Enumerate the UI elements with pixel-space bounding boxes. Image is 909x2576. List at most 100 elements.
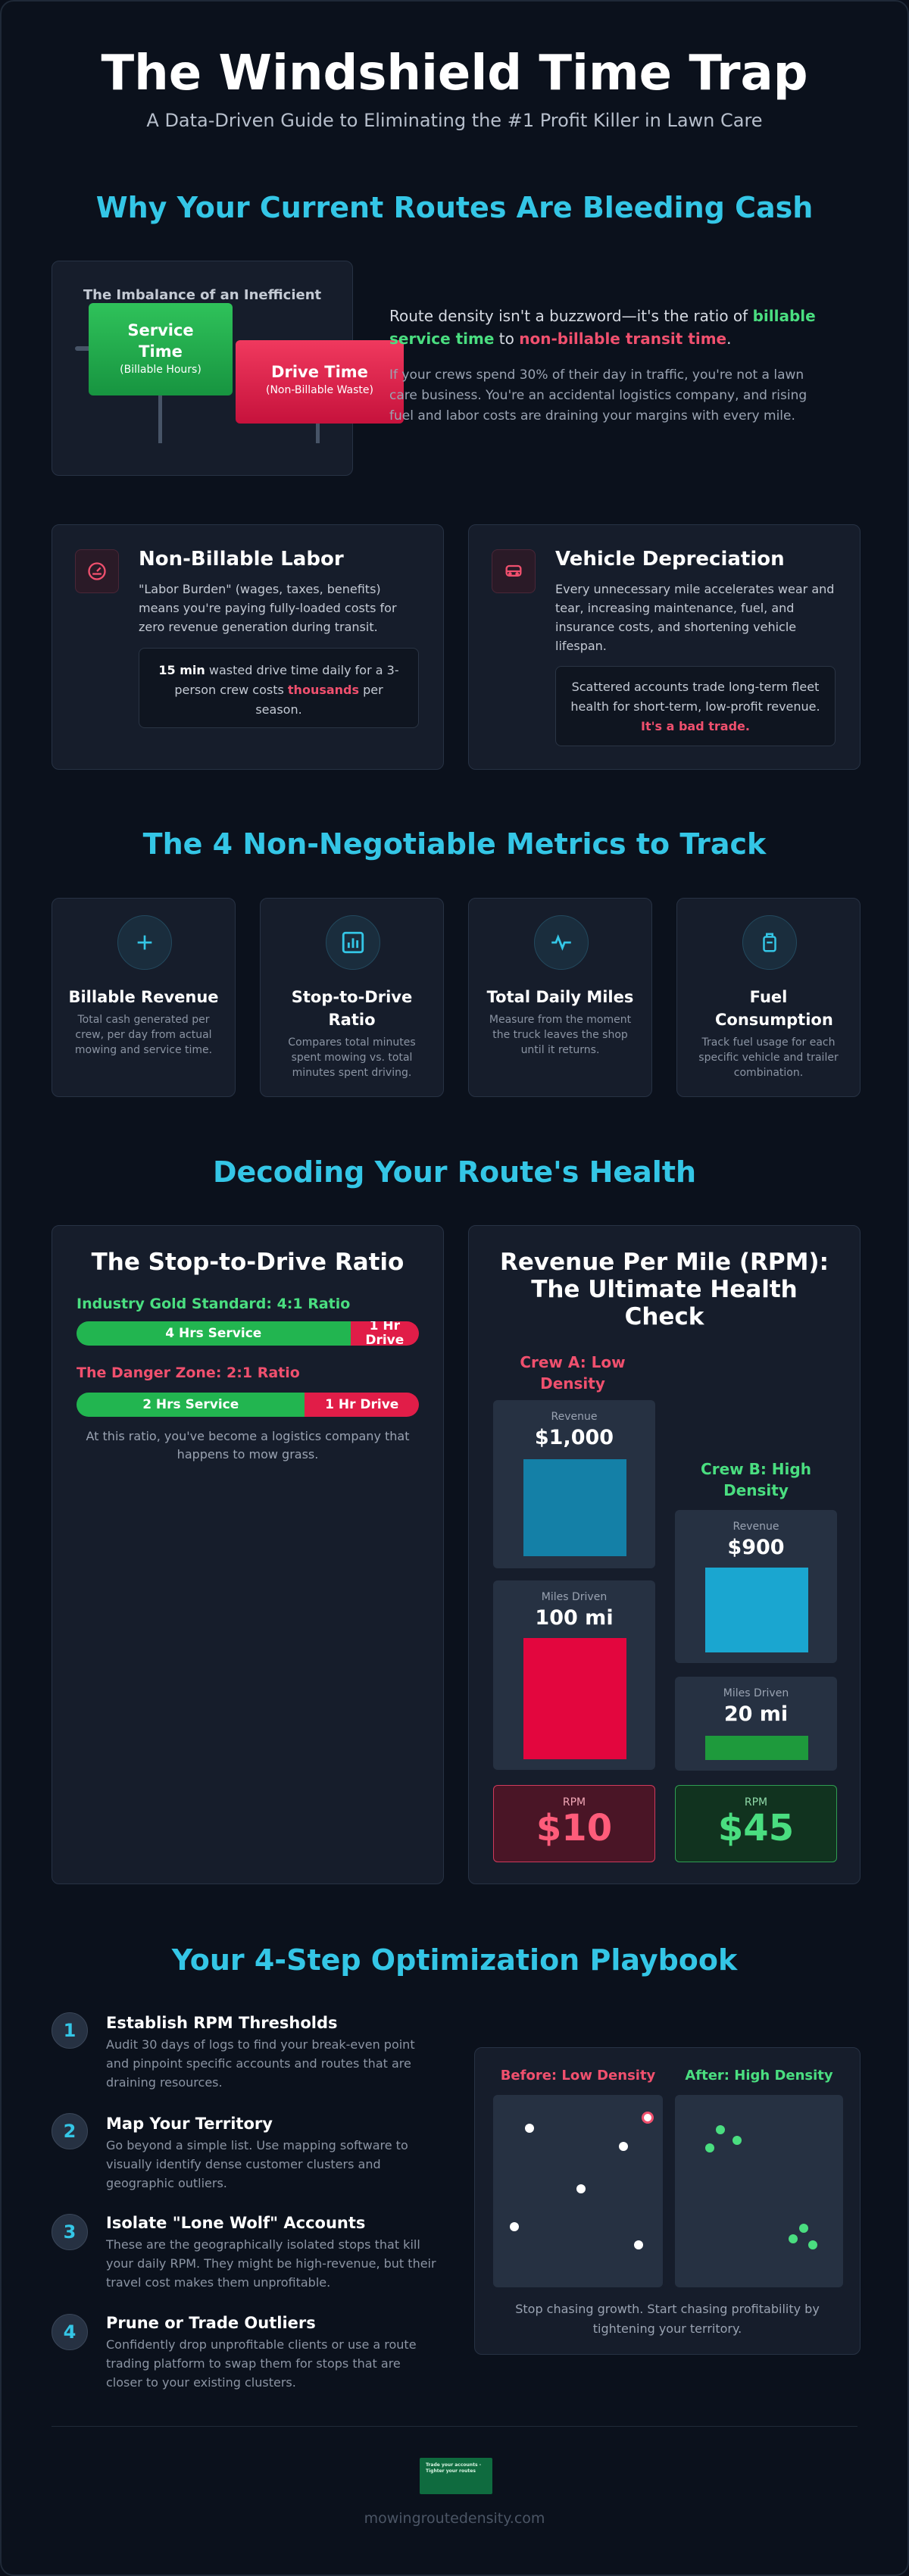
gauge-icon bbox=[75, 549, 119, 593]
crew-b-miles-tile: Miles Driven 20 mi bbox=[675, 1677, 837, 1771]
service-time-label: Service Time bbox=[127, 321, 194, 361]
plus-icon bbox=[117, 915, 172, 970]
crew-b-revenue: $900 bbox=[727, 1536, 785, 1559]
billable-highlight: billable service time bbox=[389, 307, 816, 348]
cost-card-title: Vehicle Depreciation bbox=[555, 548, 785, 571]
metric-card: Stop-to-Drive Ratio Compares total minut… bbox=[260, 898, 444, 1097]
crew-a-rpm-box: RPM $10 bbox=[493, 1785, 655, 1862]
cost-card-title: Non-Billable Labor bbox=[139, 548, 344, 571]
bar-chart-icon bbox=[326, 915, 380, 970]
crew-b-label: Crew B: High Density bbox=[701, 1460, 811, 1499]
crew-b-revenue-bar bbox=[705, 1568, 808, 1652]
section1-lead: Route density isn't a buzzword—it's the … bbox=[389, 307, 816, 348]
gold-standard-label: Industry Gold Standard: 4:1 Ratio bbox=[77, 1296, 351, 1312]
step-title: Isolate "Lone Wolf" Accounts bbox=[106, 2214, 366, 2232]
rpm-card: Revenue Per Mile (RPM): The Ultimate Hea… bbox=[468, 1225, 861, 1884]
cost-card-body: "Labor Burden" (wages, taxes, benefits) … bbox=[139, 582, 397, 634]
non-billable-highlight: non-billable transit time bbox=[519, 330, 727, 348]
page-subtitle: A Data-Driven Guide to Eliminating the #… bbox=[146, 110, 763, 131]
cost-callout: Scattered accounts trade long-term fleet… bbox=[555, 666, 836, 746]
step-number: 3 bbox=[52, 2214, 88, 2250]
crew-b-rpm-value: $45 bbox=[717, 1807, 795, 1849]
rpm-title: Revenue Per Mile (RPM): The Ultimate Hea… bbox=[500, 1249, 829, 1330]
stop-dot bbox=[510, 2222, 519, 2231]
metric-card: Fuel Consumption Track fuel usage for ea… bbox=[676, 898, 861, 1097]
rpm-label: RPM bbox=[562, 1796, 586, 1809]
stop-dot bbox=[634, 2240, 643, 2249]
stop-dot bbox=[799, 2224, 808, 2233]
stop-dot bbox=[525, 2124, 534, 2133]
truck-icon bbox=[492, 549, 536, 593]
step-title: Map Your Territory bbox=[106, 2115, 273, 2133]
danger-zone-bar: 2 Hrs Service 1 Hr Drive bbox=[77, 1393, 419, 1417]
footer-divider bbox=[52, 2426, 857, 2427]
stop-dot bbox=[808, 2240, 817, 2249]
danger-service-segment: 2 Hrs Service bbox=[77, 1393, 305, 1417]
metric-desc: Measure from the moment the truck leaves… bbox=[489, 1014, 632, 1056]
cost-card-labor: Non-Billable Labor "Labor Burden" (wages… bbox=[52, 524, 444, 770]
metric-title: Stop-to-Drive Ratio bbox=[291, 988, 413, 1029]
stop-dot bbox=[789, 2234, 798, 2243]
crew-b-miles: 20 mi bbox=[723, 1702, 789, 1726]
crew-b-miles-bar bbox=[705, 1736, 808, 1760]
cost-card-vehicle: Vehicle Depreciation Every unnecessary m… bbox=[468, 524, 861, 770]
after-label: After: High Density bbox=[685, 2068, 833, 2084]
section-title-health: Decoding Your Route's Health bbox=[212, 1155, 697, 1189]
metric-card: Billable Revenue Total cash generated pe… bbox=[52, 898, 236, 1097]
step-desc: Go beyond a simple list. Use mapping sof… bbox=[106, 2138, 408, 2190]
cost-card-body: Every unnecessary mile accelerates wear … bbox=[555, 582, 835, 653]
step-number: 2 bbox=[52, 2113, 88, 2149]
after-map bbox=[675, 2095, 843, 2287]
metric-title: Total Daily Miles bbox=[486, 988, 634, 1006]
danger-zone-label: The Danger Zone: 2:1 Ratio bbox=[77, 1365, 300, 1381]
step-number: 1 bbox=[52, 2012, 88, 2049]
lone-wolf-stop-dot bbox=[642, 2112, 654, 2124]
stop-dot bbox=[619, 2142, 628, 2151]
crew-b-revenue-tile: Revenue $900 bbox=[675, 1510, 837, 1663]
danger-drive-segment: 1 Hr Drive bbox=[305, 1393, 419, 1417]
miles-label: Miles Driven bbox=[541, 1591, 608, 1603]
drive-time-label: Drive Time bbox=[271, 363, 368, 381]
step-desc: These are the geographically isolated st… bbox=[106, 2237, 436, 2290]
drive-time-sub: (Non-Billable Waste) bbox=[265, 384, 373, 396]
crew-a-miles: 100 mi bbox=[535, 1606, 614, 1630]
crew-a-revenue-bar bbox=[523, 1459, 626, 1556]
pulse-icon bbox=[534, 915, 589, 970]
metric-desc: Track fuel usage for each specific vehic… bbox=[698, 1036, 839, 1079]
section-title-playbook: Your 4-Step Optimization Playbook bbox=[171, 1943, 738, 1977]
footer-url[interactable]: mowingroutedensity.com bbox=[364, 2510, 545, 2527]
metric-title: Billable Revenue bbox=[68, 988, 219, 1006]
metric-desc: Compares total minutes spent mowing vs. … bbox=[288, 1036, 416, 1079]
section-title-metrics: The 4 Non-Negotiable Metrics to Track bbox=[142, 827, 767, 861]
crew-a-miles-bar bbox=[523, 1638, 626, 1759]
rpm-label: RPM bbox=[744, 1796, 768, 1809]
stop-dot bbox=[576, 2184, 586, 2193]
scale-illustration: The Imbalance of an Inefficient Service … bbox=[52, 261, 404, 476]
stop-dot bbox=[733, 2136, 742, 2145]
drive-time-block: Drive Time (Non-Billable Waste) bbox=[236, 340, 404, 424]
crew-a-rpm-value: $10 bbox=[536, 1807, 613, 1849]
section-title-bleeding-cash: Why Your Current Routes Are Bleeding Cas… bbox=[95, 191, 814, 224]
section1-body: If your crews spend 30% of their day in … bbox=[389, 367, 807, 424]
stop-dot bbox=[705, 2143, 714, 2152]
revenue-label: Revenue bbox=[551, 1411, 598, 1423]
crew-a-miles-tile: Miles Driven 100 mi bbox=[493, 1580, 655, 1770]
miles-label: Miles Driven bbox=[723, 1687, 789, 1699]
density-comparison: Before: Low Density After: High Density … bbox=[474, 2047, 861, 2355]
footer-logo: Trade your accounts - Tighter your route… bbox=[420, 2458, 492, 2494]
metric-desc: Total cash generated per crew, per day f… bbox=[74, 1014, 213, 1056]
metric-title: Fuel Consumption bbox=[715, 988, 833, 1029]
gold-service-segment: 4 Hrs Service bbox=[77, 1321, 351, 1346]
fuel-can-icon bbox=[742, 915, 797, 970]
danger-zone-note: At this ratio, you've become a logistics… bbox=[86, 1429, 410, 1462]
density-caption: Stop chasing growth. Start chasing profi… bbox=[515, 2302, 820, 2336]
page-title: The Windshield Time Trap bbox=[101, 45, 808, 102]
revenue-label: Revenue bbox=[733, 1521, 779, 1533]
step-desc: Confidently drop unprofitable clients or… bbox=[106, 2337, 417, 2390]
before-label: Before: Low Density bbox=[500, 2068, 656, 2084]
crew-a-revenue: $1,000 bbox=[534, 1426, 614, 1449]
before-map bbox=[493, 2095, 663, 2287]
step-title: Establish RPM Thresholds bbox=[106, 2014, 338, 2032]
service-time-block: Service Time (Billable Hours) bbox=[89, 303, 233, 395]
